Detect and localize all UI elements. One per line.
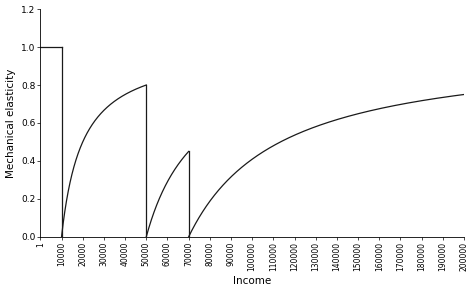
X-axis label: Income: Income xyxy=(233,277,271,286)
Y-axis label: Mechanical elasticity: Mechanical elasticity xyxy=(6,68,16,178)
